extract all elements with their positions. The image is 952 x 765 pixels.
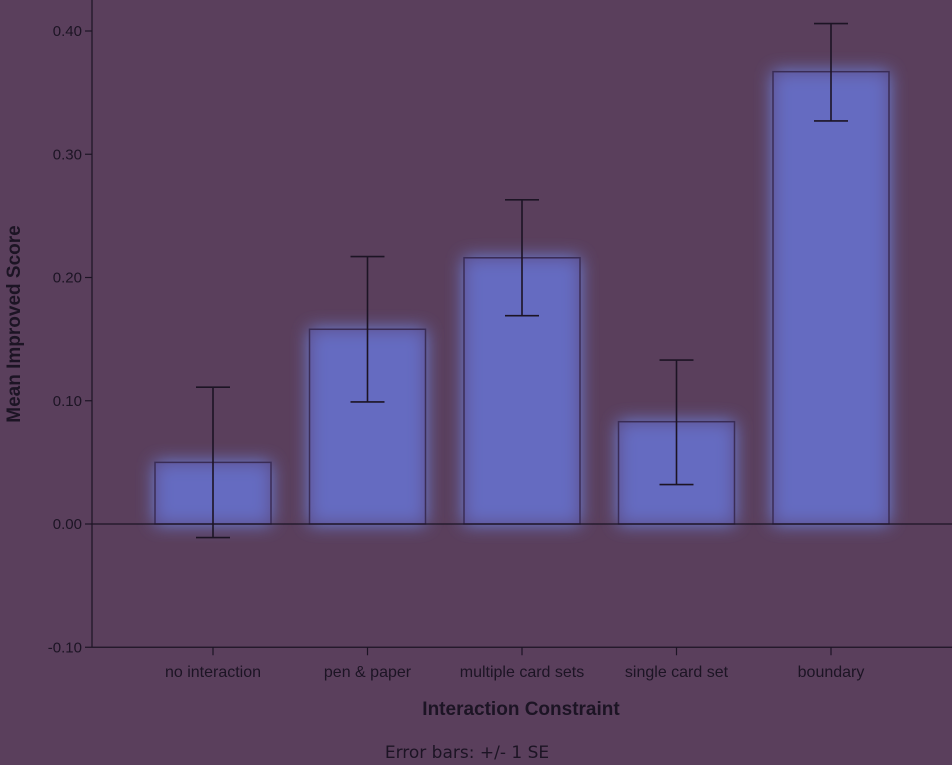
- x-tick-label: boundary: [798, 664, 865, 681]
- x-axis: no interaction pen & paper multiple card s…: [92, 523, 952, 681]
- y-tick-label: -0.10: [48, 639, 82, 656]
- y-axis-title: Mean Improved Score: [4, 225, 25, 422]
- x-tick-label: pen & paper: [324, 664, 412, 681]
- x-tick-label: single card set: [625, 664, 729, 681]
- y-tick-label: 0.20: [53, 270, 82, 287]
- error-bars-note: Error bars: +/- 1 SE: [385, 743, 549, 763]
- y-tick-label: 0.30: [53, 146, 82, 163]
- y-axis: -0.10 0.00 0.10 0.20 0.30 0.40: [48, 0, 93, 656]
- error-bars: [196, 22, 848, 539]
- y-tick-label: 0.40: [53, 23, 82, 40]
- x-axis-title: Interaction Constraint: [422, 699, 620, 720]
- x-tick-label: multiple card sets: [460, 664, 585, 681]
- y-tick-label: 0.10: [53, 393, 82, 410]
- x-tick-label: no interaction: [165, 664, 261, 681]
- y-tick-label: 0.00: [53, 516, 82, 533]
- bar: [772, 70, 890, 525]
